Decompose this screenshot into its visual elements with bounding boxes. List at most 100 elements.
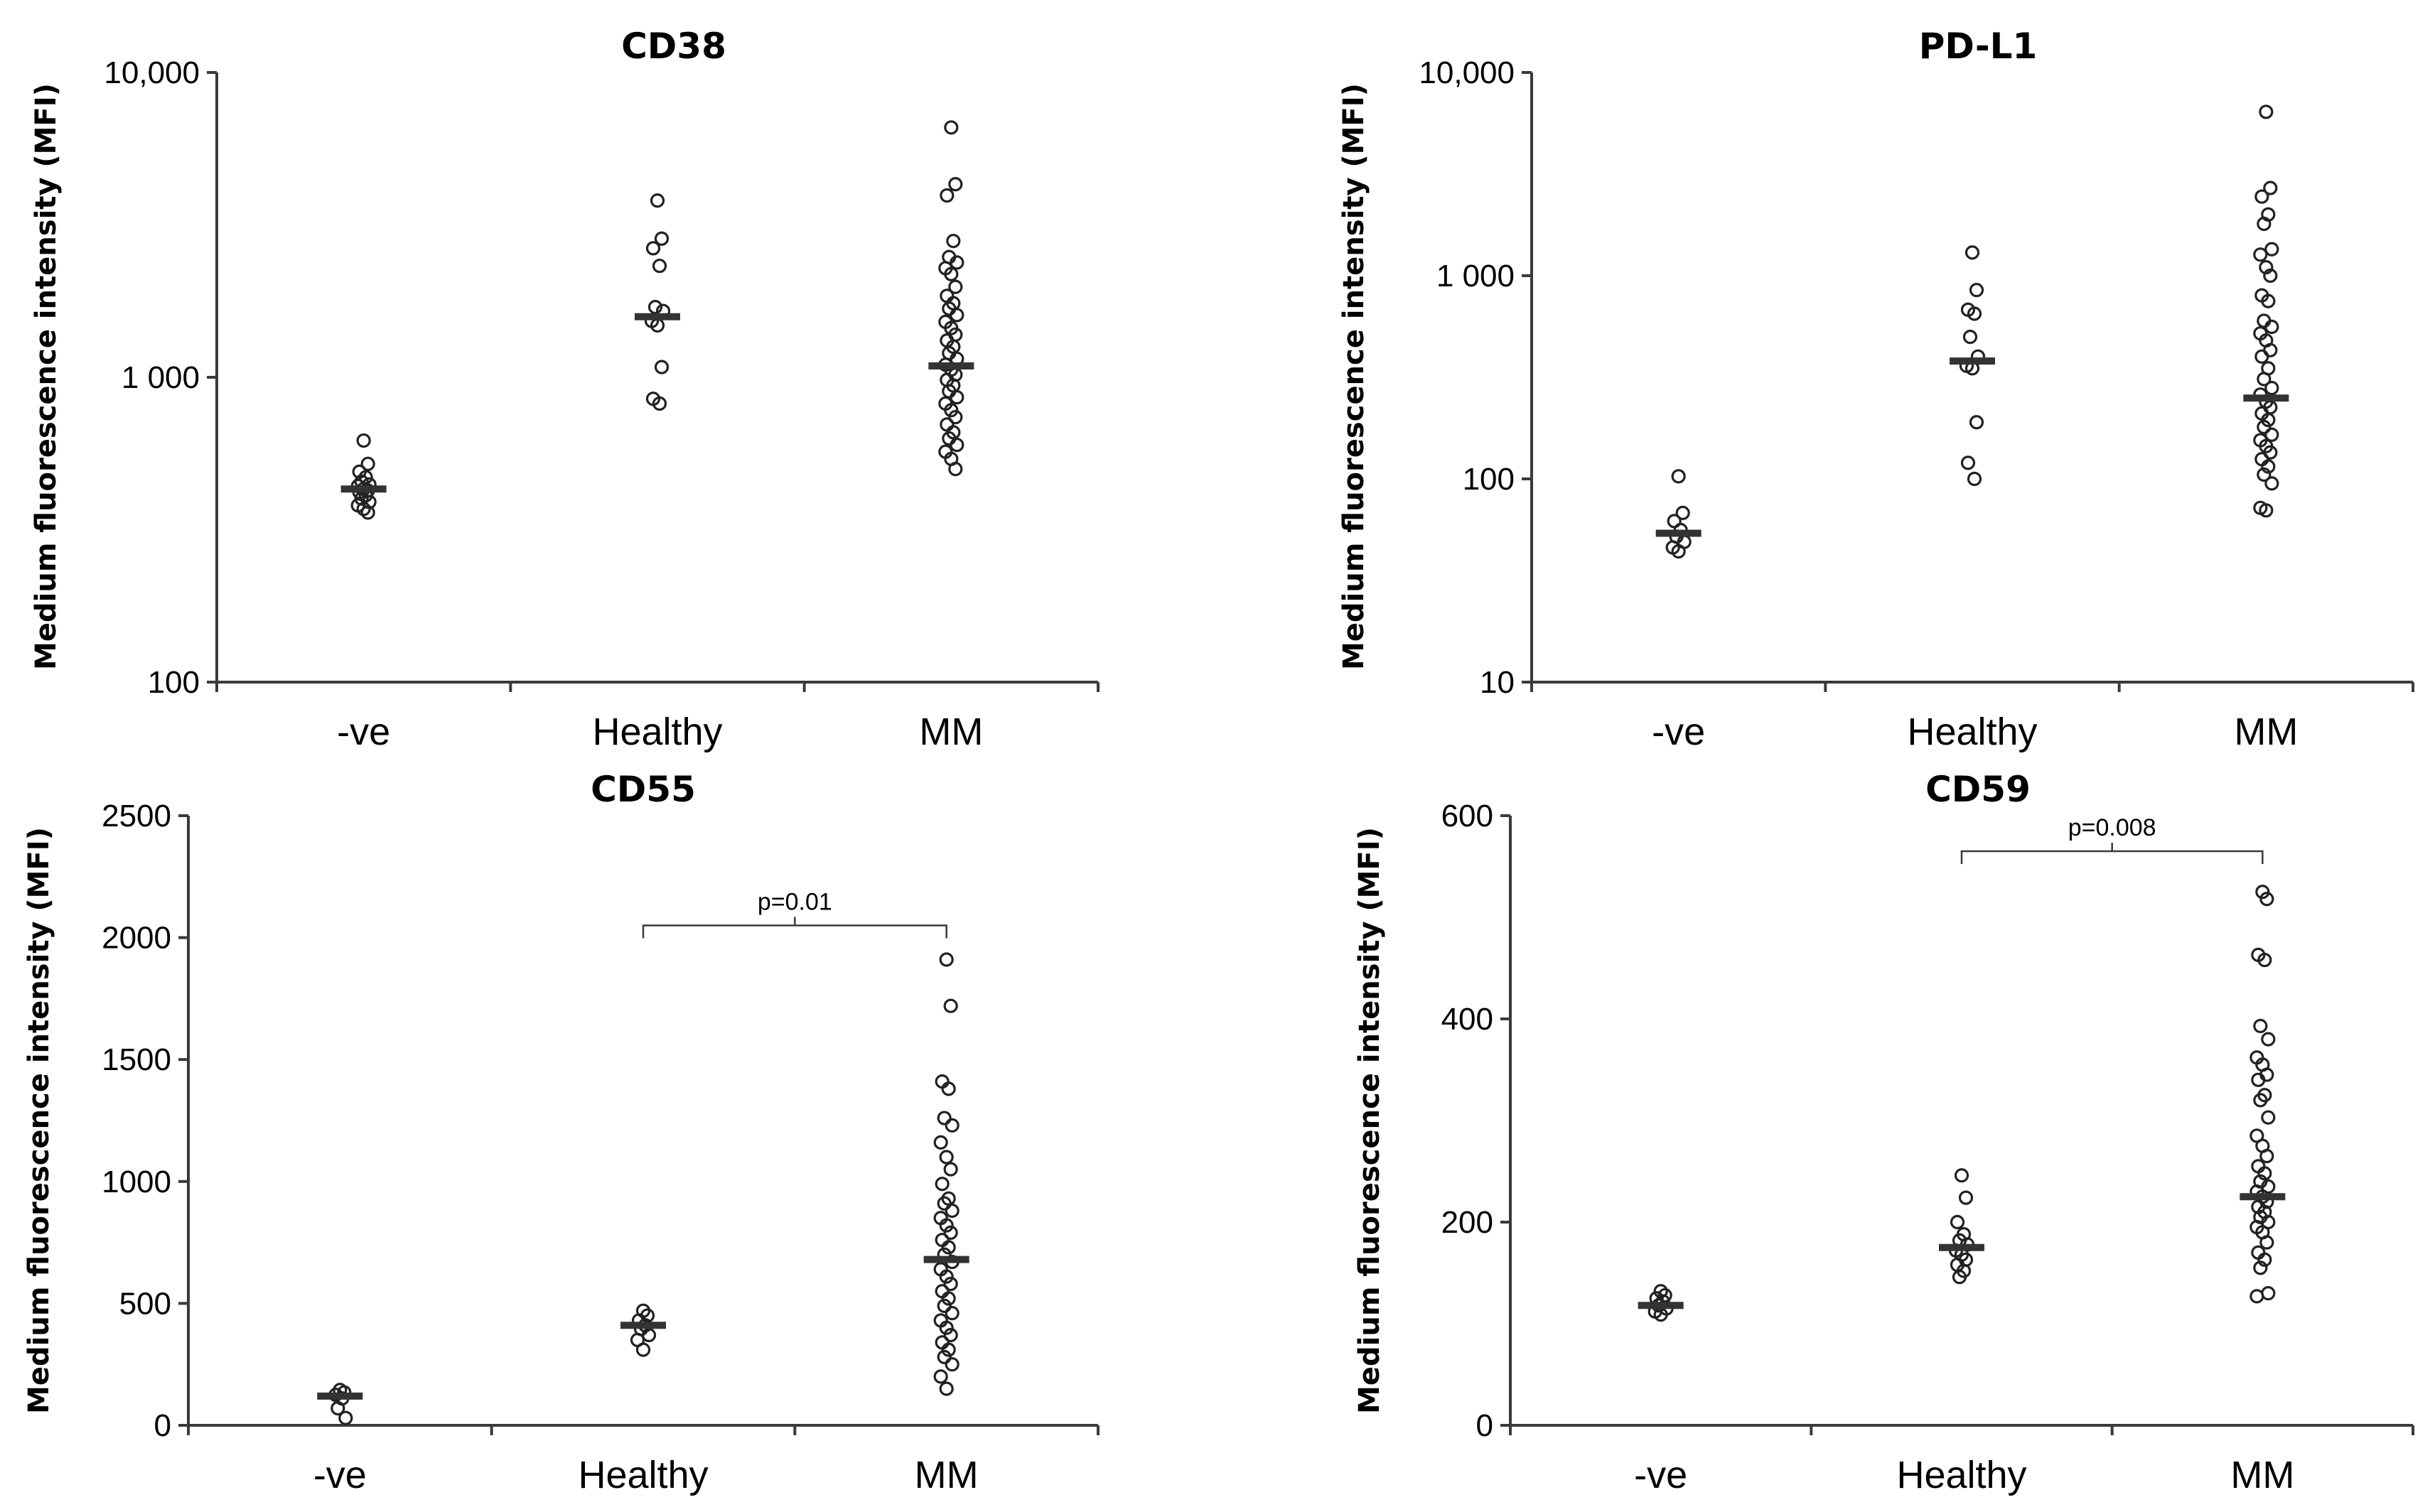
- data-point: [939, 1269, 954, 1284]
- panel-cd38: CD38 Medium fluorescence intensity (MFI) 1…: [30, 26, 1100, 753]
- x-tick-label: -ve: [313, 1454, 367, 1496]
- data-point: [945, 1203, 960, 1219]
- data-point: [2261, 293, 2276, 308]
- data-point: [943, 1276, 958, 1292]
- data-point: [943, 1327, 958, 1343]
- panel-title: PD-L1: [1919, 26, 2037, 67]
- panel-title: CD59: [1925, 769, 2031, 810]
- data-point: [2261, 459, 2276, 474]
- data-point: [939, 1218, 954, 1233]
- data-point: [2257, 1166, 2272, 1181]
- data-point: [2257, 216, 2272, 232]
- panel-title: CD38: [621, 26, 726, 67]
- y-tick-label: 2000: [102, 921, 171, 956]
- x-tick-label: MM: [919, 711, 983, 753]
- data-point: [941, 1081, 956, 1096]
- data-point: [1653, 1284, 1668, 1299]
- data-point: [950, 438, 964, 453]
- data-point: [941, 1240, 956, 1255]
- panel-cd59: CD59 Medium fluorescence intensity (MFI) 0…: [1353, 769, 2414, 1496]
- data-point: [1967, 471, 1982, 487]
- data-point: [2259, 892, 2274, 907]
- data-point: [1960, 455, 1976, 470]
- data-point: [950, 390, 964, 405]
- data-point: [645, 241, 661, 256]
- data-point: [937, 1298, 952, 1313]
- data-point: [2255, 885, 2270, 900]
- data-point: [2261, 1032, 2276, 1047]
- p-value-label: p=0.01: [758, 888, 832, 915]
- y-tick-label: 10,000: [104, 55, 200, 90]
- data-point: [943, 1225, 958, 1240]
- data-point: [2261, 412, 2276, 428]
- data-point: [941, 1342, 956, 1357]
- data-point: [945, 1357, 960, 1372]
- data-point: [2259, 104, 2274, 119]
- panel-title: CD55: [591, 769, 696, 810]
- x-tick-label: -ve: [1634, 1454, 1687, 1496]
- data-point: [2263, 268, 2278, 284]
- data-point: [937, 1349, 952, 1365]
- data-point: [948, 279, 963, 294]
- data-point: [338, 1410, 353, 1425]
- data-point: [2264, 242, 2279, 256]
- data-point: [641, 1327, 657, 1343]
- data-point: [2259, 503, 2274, 518]
- y-tick-label: 0: [1476, 1408, 1493, 1443]
- y-tick-label: 1500: [102, 1042, 171, 1077]
- data-point: [946, 234, 961, 249]
- data-point: [944, 266, 959, 281]
- data-point: [1958, 1190, 1974, 1205]
- y-tick-label: 200: [1441, 1205, 1493, 1240]
- y-tick-label: 0: [154, 1408, 171, 1443]
- data-point: [1675, 505, 1690, 521]
- data-point: [330, 1400, 345, 1416]
- data-point: [940, 417, 955, 432]
- data-point: [2263, 445, 2278, 460]
- data-point: [939, 1320, 954, 1335]
- x-tick-label: MM: [2230, 1454, 2294, 1496]
- data-point: [635, 1342, 651, 1357]
- data-point: [948, 462, 963, 477]
- y-tick-label: 600: [1441, 799, 1493, 833]
- y-axis-title: Medium fluorescence intensity (MFI): [30, 83, 63, 670]
- data-point: [943, 998, 958, 1013]
- data-point: [2251, 1072, 2266, 1087]
- x-tick-label: Healthy: [1896, 1454, 2026, 1496]
- x-tick-label: Healthy: [578, 1454, 708, 1496]
- y-tick-label: 1 000: [122, 360, 200, 395]
- data-point: [2264, 476, 2279, 491]
- data-point: [650, 193, 665, 208]
- panel-cd55: CD55 Medium fluorescence intensity (MFI) 0…: [23, 769, 1100, 1496]
- data-point: [2261, 1110, 2276, 1125]
- y-tick-label: 100: [148, 665, 200, 700]
- data-point: [1950, 1214, 1965, 1230]
- x-tick-label: -ve: [1652, 711, 1705, 753]
- y-tick-label: 500: [119, 1286, 171, 1321]
- p-value-label: p=0.008: [2068, 814, 2156, 841]
- data-point: [1967, 306, 1982, 321]
- data-point: [2257, 467, 2272, 482]
- x-tick-label: MM: [915, 1454, 979, 1496]
- data-point: [2263, 180, 2278, 195]
- data-point: [1671, 469, 1686, 484]
- y-tick-label: 400: [1441, 1002, 1493, 1037]
- y-tick-label: 10: [1480, 665, 1515, 700]
- data-point: [2264, 319, 2279, 335]
- data-point: [2259, 1235, 2274, 1250]
- data-point: [2259, 1148, 2274, 1164]
- data-point: [360, 505, 375, 520]
- significance-bracket: [1960, 850, 2264, 865]
- data-point: [943, 1162, 958, 1177]
- data-point: [652, 259, 667, 274]
- y-tick-label: 100: [1463, 462, 1515, 497]
- data-point: [939, 952, 954, 967]
- significance-bracket: [642, 924, 947, 939]
- data-point: [948, 177, 963, 192]
- data-point: [2254, 189, 2269, 204]
- data-point: [1657, 1287, 1672, 1303]
- data-point: [2264, 427, 2279, 442]
- data-point: [1954, 1168, 1969, 1183]
- data-point: [2257, 952, 2272, 968]
